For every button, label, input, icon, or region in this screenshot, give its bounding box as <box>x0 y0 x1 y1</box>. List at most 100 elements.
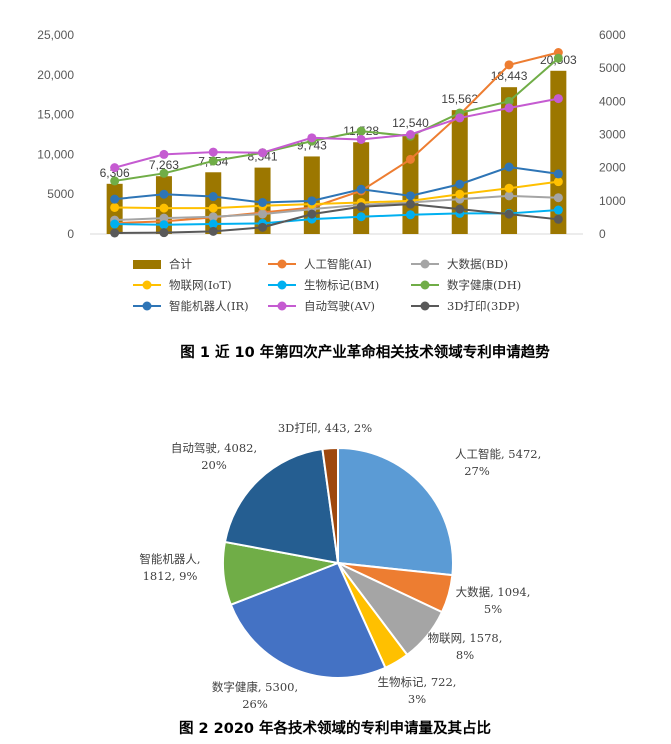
series-point <box>504 183 514 193</box>
bar-series-total <box>106 70 567 235</box>
series-line <box>114 51 559 225</box>
series-point <box>553 177 563 187</box>
series-point <box>110 219 120 229</box>
legend-swatch-marker <box>142 301 152 311</box>
figure1-caption: 图 1 近 10 年第四次产业革命相关技术领域专利申请趋势 <box>180 343 550 361</box>
pie-label-line2: 1812, 9% <box>143 569 198 583</box>
chart-legend: 合计 人工智能(AI) 大数据(BD) 物联网(IoT) 生物标记(BM) 数字健康(DH… <box>133 257 521 313</box>
right-tick-label: 6000 <box>599 28 626 42</box>
pie-slices <box>222 446 454 679</box>
pie-slice <box>321 446 339 564</box>
series-point <box>553 169 563 179</box>
pie-label: 大数据, 1094, 5% <box>456 585 531 616</box>
legend-label: 人工智能(AI) <box>304 257 372 271</box>
legend-swatch-marker <box>277 259 287 269</box>
series-point <box>208 226 218 236</box>
series-point <box>208 212 218 222</box>
right-tick-label: 5000 <box>599 61 626 75</box>
right-tick-label: 2000 <box>599 161 626 175</box>
bar-value-label: 15,562 <box>441 92 478 106</box>
series-point <box>307 133 317 143</box>
pie-label: 生物标记, 722, 3% <box>378 675 457 706</box>
series-point <box>553 193 563 203</box>
right-tick-label: 1000 <box>599 194 626 208</box>
series-point <box>307 209 317 219</box>
series-point <box>258 148 268 158</box>
bar-total <box>550 70 567 235</box>
line-series <box>110 94 563 173</box>
series-point <box>356 134 366 144</box>
pie-label-line2: 26% <box>242 697 268 711</box>
pie-label-line1: 数字健康, 5300, <box>212 680 298 694</box>
series-line <box>114 194 559 222</box>
series-line <box>114 209 559 226</box>
series-point <box>455 204 465 214</box>
series-point <box>159 203 169 213</box>
series-point <box>405 130 415 139</box>
series-point <box>356 202 366 212</box>
pie-slice-labels: 人工智能, 5472, 27% 大数据, 1094, 5% 物联网, 1578, 8% 生物… <box>139 421 541 711</box>
pie-label: 智能机器人, 1812, 9% <box>139 552 200 583</box>
series-point <box>504 191 514 201</box>
legend-label: 大数据(BD) <box>447 257 508 271</box>
series-line <box>114 180 559 210</box>
series-point <box>159 220 169 230</box>
pie-label: 人工智能, 5472, 27% <box>455 447 541 478</box>
legend-label: 智能机器人(IR) <box>169 299 249 313</box>
series-point <box>159 228 169 238</box>
pie-label-line2: 27% <box>464 464 490 478</box>
left-axis-ticks: 0 5000 10,000 15,000 20,000 25,000 <box>37 28 74 241</box>
bar-value-label: 12,540 <box>392 116 429 130</box>
series-line <box>114 203 559 235</box>
pie-label: 自动驾驶, 4082, 20% <box>171 441 257 472</box>
pie-slice <box>223 447 340 565</box>
legend-label: 自动驾驶(AV) <box>304 299 375 313</box>
left-tick-label: 20,000 <box>37 68 74 82</box>
series-point <box>208 147 218 157</box>
pie-label-line1: 生物标记, 722, <box>378 675 457 689</box>
trend-chart: 0 5000 10,000 15,000 20,000 25,000 0 1000 2000 3… <box>37 28 626 361</box>
legend-label: 生物标记(BM) <box>304 278 379 292</box>
line-series <box>110 199 563 238</box>
right-axis-ticks: 0 1000 2000 3000 4000 5000 6000 <box>599 28 626 241</box>
legend-swatch-marker <box>277 301 287 311</box>
series-point <box>110 228 120 238</box>
legend-item: 智能机器人(IR) <box>133 299 249 313</box>
legend-swatch-bar <box>133 260 161 269</box>
legend-swatch-marker <box>420 301 430 311</box>
pie-label: 3D打印, 443, 2% <box>278 421 372 435</box>
legend-item: 自动驾驶(AV) <box>268 299 375 313</box>
series-line <box>114 97 559 169</box>
series-point <box>455 113 465 123</box>
pie-label-line1: 人工智能, 5472, <box>455 447 541 461</box>
legend-label: 合计 <box>169 257 192 271</box>
legend-label: 3D打印(3DP) <box>447 299 520 313</box>
series-point <box>258 222 268 232</box>
figure2-caption: 图 2 2020 年各技术领域的专利申请量及其占比 <box>179 719 491 737</box>
series-point <box>504 60 514 70</box>
legend-item: 3D打印(3DP) <box>411 299 520 313</box>
line-series <box>110 162 563 207</box>
series-point <box>307 196 317 206</box>
series-point <box>258 209 268 219</box>
series-line <box>114 57 560 182</box>
pie-label-line1: 物联网, 1578, <box>428 631 503 645</box>
series-point <box>356 184 366 194</box>
bar-total <box>451 110 468 234</box>
pie-label-line1: 大数据, 1094, <box>456 585 531 599</box>
series-point <box>405 210 415 220</box>
series-point <box>159 149 169 159</box>
legend-swatch-marker <box>420 259 430 269</box>
series-point <box>504 96 514 106</box>
series-point <box>110 163 120 173</box>
series-point <box>208 156 218 166</box>
series-point <box>553 53 563 63</box>
legend-swatch-marker <box>420 280 430 290</box>
series-point <box>455 189 465 199</box>
bar-value-label: 6,306 <box>100 166 130 180</box>
legend-item: 生物标记(BM) <box>268 278 379 292</box>
legend-item: 大数据(BD) <box>411 257 508 271</box>
pie-label-line1: 智能机器人, <box>139 552 200 566</box>
left-tick-label: 0 <box>67 227 74 241</box>
series-point <box>553 94 563 104</box>
